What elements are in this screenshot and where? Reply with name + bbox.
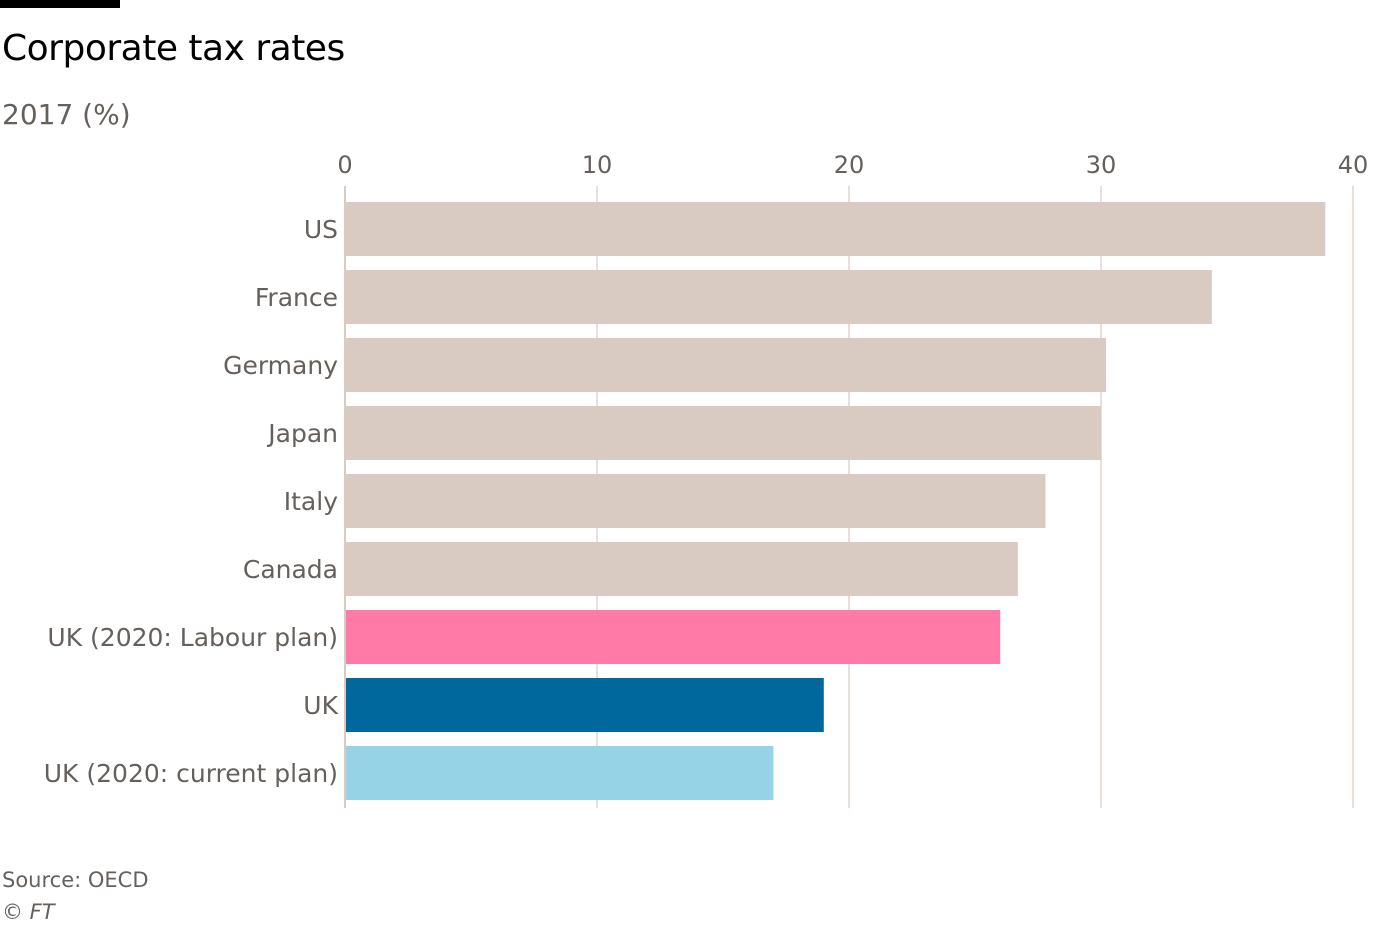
- x-tick-label: 40: [1338, 151, 1369, 179]
- category-label: UK (2020: current plan): [44, 759, 338, 788]
- bar: [345, 202, 1326, 256]
- source-note: Source: OECD: [2, 868, 149, 892]
- category-label: UK (2020: Labour plan): [47, 623, 338, 652]
- category-label: France: [255, 283, 338, 312]
- category-label: Germany: [223, 351, 338, 380]
- ft-top-bar: [0, 0, 120, 8]
- bar: [345, 610, 1001, 664]
- x-tick-label: 20: [834, 151, 865, 179]
- bar: [345, 678, 824, 732]
- bar: [345, 406, 1101, 460]
- bar: [345, 746, 774, 800]
- bar: [345, 338, 1107, 392]
- x-tick-label: 30: [1086, 151, 1117, 179]
- category-label: Italy: [284, 487, 338, 516]
- chart-title: Corporate tax rates: [2, 28, 345, 69]
- x-tick-label: 0: [337, 151, 352, 179]
- category-label: Canada: [243, 555, 338, 584]
- bar: [345, 474, 1046, 528]
- category-label: UK: [303, 691, 338, 720]
- chart-subtitle: 2017 (%): [2, 98, 131, 131]
- bar: [345, 270, 1212, 324]
- bar: [345, 542, 1018, 596]
- copyright-note: © FT: [2, 900, 55, 924]
- category-label: Japan: [266, 419, 338, 448]
- x-tick-label: 10: [582, 151, 613, 179]
- category-label: US: [304, 215, 338, 244]
